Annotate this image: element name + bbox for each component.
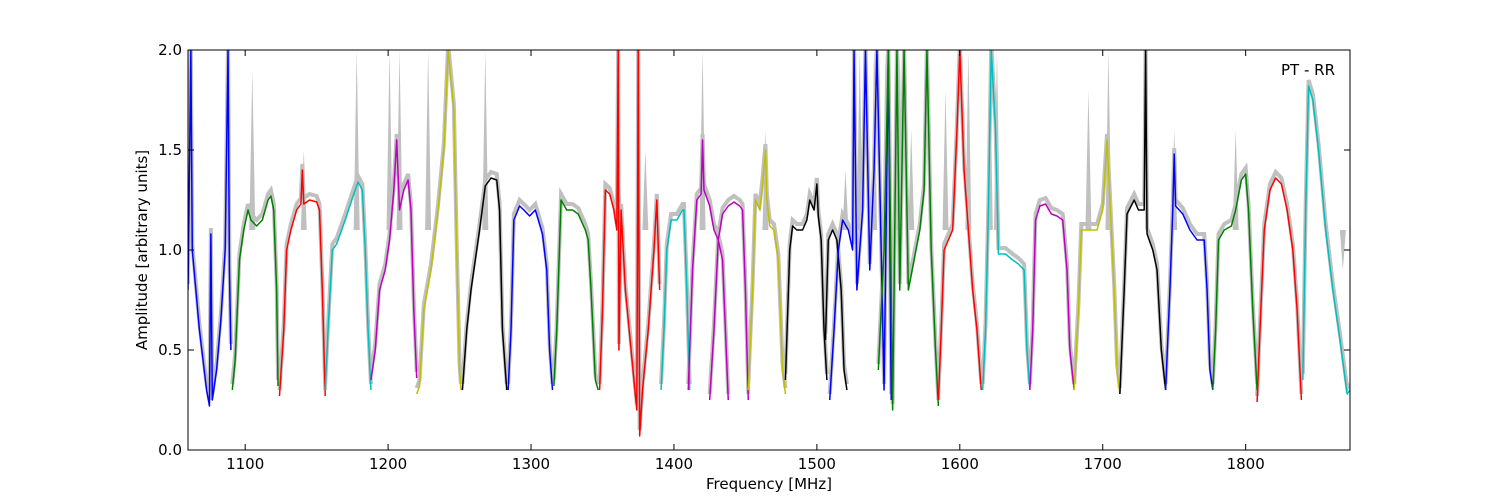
- series-line-7: [461, 177, 508, 391]
- series-line-24: [1164, 153, 1214, 391]
- background-trace: [597, 50, 662, 431]
- series-line-15: [784, 183, 828, 381]
- series-line-11: [660, 209, 691, 391]
- background-reference-layer: [188, 50, 1350, 431]
- series-line-6: [415, 50, 462, 395]
- y-axis-label: Amplitude [arbitrary units]: [133, 150, 151, 350]
- series-line-22: [1073, 139, 1121, 395]
- background-trace: [368, 133, 419, 375]
- background-spike: [353, 50, 360, 230]
- y-tick-label: 0.0: [158, 441, 182, 459]
- series-line-14: [747, 149, 787, 395]
- series-line-16: [824, 229, 848, 391]
- series-line-26: [1256, 177, 1303, 403]
- background-trace: [414, 50, 463, 389]
- series-line-3: [278, 169, 326, 397]
- annotation-label: PT - RR: [1281, 61, 1335, 79]
- series-line-25: [1212, 173, 1258, 391]
- series-line-27: [1302, 85, 1350, 395]
- series-line-1: [188, 50, 232, 407]
- background-spike: [942, 90, 949, 230]
- background-spike: [856, 50, 863, 230]
- background-spike: [965, 50, 972, 230]
- y-tick-label: 1.5: [158, 141, 182, 159]
- background-trace: [230, 185, 281, 385]
- background-trace: [323, 171, 373, 385]
- series-line-18: [877, 50, 940, 411]
- background-trace: [783, 177, 829, 375]
- axis-ticks: 1100 1200 1300 1400 1500 1600 1700 1800 0.0 0.5 1.…: [158, 41, 1350, 473]
- series-line-4: [324, 181, 372, 391]
- x-tick-label: 1200: [369, 455, 407, 473]
- series-line-10: [598, 50, 661, 437]
- series-line-5: [370, 139, 418, 381]
- background-spike: [425, 50, 432, 230]
- background-spike: [993, 50, 1000, 230]
- background-spike: [908, 130, 915, 230]
- series-line-8: [507, 205, 554, 391]
- y-tick-label: 2.0: [158, 41, 182, 59]
- series-line-23: [1119, 50, 1167, 395]
- series-line-20: [981, 50, 1031, 391]
- series-line-13: [708, 201, 750, 401]
- series-line-21: [1029, 203, 1075, 391]
- series-line-2: [231, 195, 279, 391]
- background-spike: [249, 70, 256, 230]
- plot-frame: [187, 49, 1351, 451]
- x-tick-label: 1400: [655, 455, 693, 473]
- y-tick-label: 1.0: [158, 241, 182, 259]
- x-tick-label: 1500: [798, 455, 836, 473]
- background-trace: [277, 163, 328, 391]
- x-tick-label: 1800: [1227, 455, 1265, 473]
- background-spike: [842, 170, 849, 230]
- x-tick-label: 1100: [226, 455, 264, 473]
- series-line-19: [937, 50, 982, 401]
- series-layer: [188, 50, 1350, 437]
- series-line-12: [687, 139, 730, 401]
- x-tick-label: 1700: [1084, 455, 1122, 473]
- background-spike: [1339, 230, 1346, 270]
- background-trace: [506, 196, 555, 385]
- background-spike: [642, 150, 649, 230]
- background-spike: [1105, 50, 1112, 230]
- background-spike: [1085, 90, 1092, 230]
- x-tick-label: 1300: [512, 455, 550, 473]
- x-axis-label: Frequency [MHz]: [706, 475, 832, 493]
- y-tick-label: 0.5: [158, 341, 182, 359]
- x-tick-label: 1600: [941, 455, 979, 473]
- series-line-9: [553, 199, 599, 391]
- background-spike: [386, 50, 393, 230]
